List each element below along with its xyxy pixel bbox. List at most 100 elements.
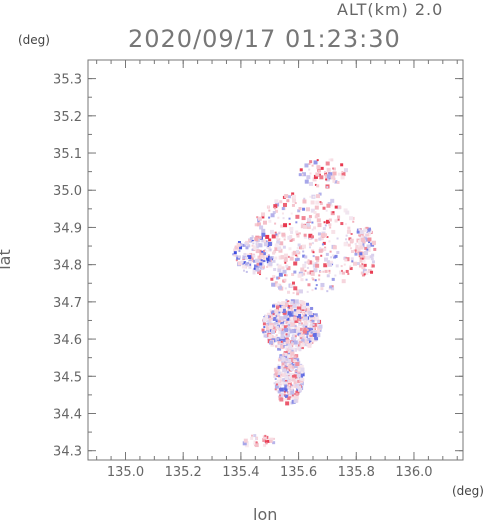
data-point xyxy=(293,311,298,316)
data-point xyxy=(257,255,262,260)
data-point xyxy=(324,224,327,227)
data-point xyxy=(242,441,247,446)
data-point xyxy=(323,263,328,268)
data-point xyxy=(262,331,265,334)
data-point xyxy=(272,323,275,326)
data-point xyxy=(304,324,307,327)
data-point xyxy=(265,435,269,439)
data-point xyxy=(291,281,295,285)
data-point xyxy=(361,265,366,270)
data-point xyxy=(274,281,278,285)
data-point xyxy=(306,328,309,331)
data-point xyxy=(311,221,314,224)
data-point xyxy=(264,330,267,333)
data-point xyxy=(279,241,284,246)
data-point xyxy=(251,248,254,251)
data-point xyxy=(235,248,239,252)
data-point xyxy=(279,394,282,397)
data-point xyxy=(281,266,285,270)
data-point xyxy=(345,234,348,237)
data-point xyxy=(287,391,290,394)
data-point xyxy=(235,255,238,258)
data-point xyxy=(291,386,294,389)
data-point xyxy=(312,278,315,281)
data-point xyxy=(303,197,306,200)
data-point xyxy=(286,317,290,321)
data-point xyxy=(313,211,317,215)
data-point xyxy=(299,336,303,340)
data-point xyxy=(317,169,321,173)
data-point xyxy=(308,311,313,316)
data-point xyxy=(305,207,310,212)
data-point xyxy=(302,250,305,253)
data-point xyxy=(301,378,305,382)
data-point xyxy=(290,336,294,340)
data-point xyxy=(301,338,305,342)
data-point xyxy=(296,376,300,380)
data-point xyxy=(252,242,255,245)
data-point xyxy=(286,360,289,363)
data-point xyxy=(302,329,307,334)
data-point xyxy=(289,314,294,319)
data-point xyxy=(281,212,284,215)
data-point xyxy=(309,333,312,336)
data-point xyxy=(282,329,285,332)
data-point xyxy=(298,207,302,211)
data-point xyxy=(312,177,317,182)
data-point xyxy=(293,270,297,274)
data-point xyxy=(364,233,368,237)
data-point xyxy=(320,233,325,238)
data-point xyxy=(294,318,299,323)
data-point xyxy=(306,336,309,339)
data-point xyxy=(275,334,278,337)
data-point xyxy=(330,204,333,207)
data-point xyxy=(303,327,307,331)
data-point xyxy=(308,314,311,317)
data-point xyxy=(290,316,294,320)
data-point xyxy=(313,268,318,273)
data-point xyxy=(268,334,273,339)
data-point xyxy=(258,273,261,276)
data-point xyxy=(253,245,256,248)
data-point xyxy=(355,244,360,249)
y-tick-label: 34.4 xyxy=(53,407,82,422)
data-point xyxy=(290,230,294,234)
data-point xyxy=(262,322,266,326)
data-point xyxy=(261,215,265,219)
data-point xyxy=(296,309,301,314)
data-point xyxy=(274,384,279,389)
data-point xyxy=(281,362,286,367)
data-point xyxy=(315,200,320,205)
data-point xyxy=(319,201,322,204)
data-point xyxy=(288,359,292,363)
data-point xyxy=(326,236,329,239)
data-point xyxy=(283,328,288,333)
data-point xyxy=(254,443,259,448)
data-point xyxy=(283,238,286,241)
data-point xyxy=(287,379,291,383)
data-point xyxy=(271,234,276,239)
data-point xyxy=(273,207,276,210)
data-point xyxy=(292,194,297,199)
data-point xyxy=(283,365,288,370)
data-point xyxy=(330,175,335,180)
data-point xyxy=(289,372,293,376)
data-point xyxy=(254,438,257,441)
data-point xyxy=(295,249,299,253)
data-point xyxy=(349,216,354,221)
data-point xyxy=(261,328,265,332)
data-point xyxy=(266,315,270,319)
data-point xyxy=(269,439,273,443)
data-point xyxy=(282,269,287,274)
data-point xyxy=(316,323,319,326)
data-point xyxy=(322,227,326,231)
data-point xyxy=(333,167,337,171)
data-marks xyxy=(232,158,377,448)
data-point xyxy=(279,316,284,321)
data-point xyxy=(297,303,302,308)
data-point xyxy=(277,365,281,369)
data-point xyxy=(328,218,332,222)
data-point xyxy=(313,174,318,179)
data-point xyxy=(292,291,295,294)
